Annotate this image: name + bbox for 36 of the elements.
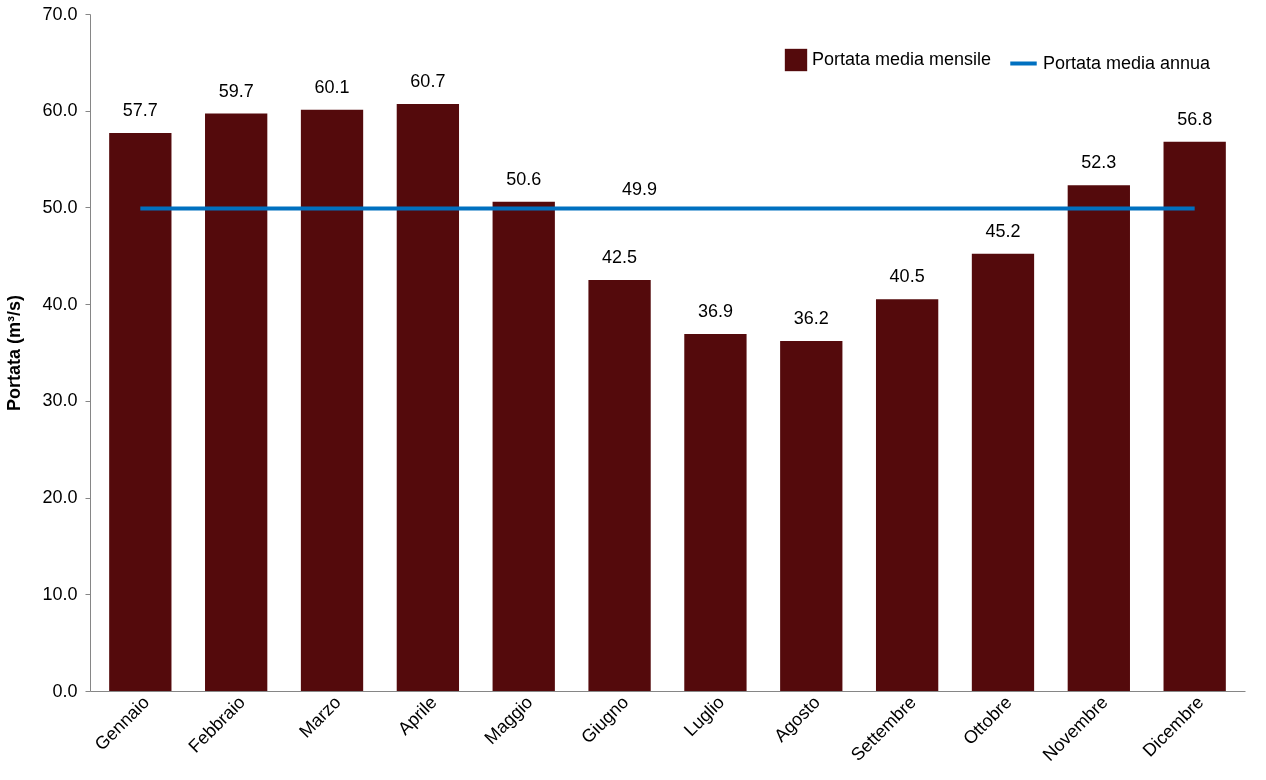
bar xyxy=(205,113,268,691)
bar xyxy=(588,279,651,691)
data-label: 52.3 xyxy=(1081,152,1117,173)
legend-label: Portata media mensile xyxy=(812,49,992,69)
bar xyxy=(109,132,172,691)
bar xyxy=(1067,185,1130,691)
y-tick-label: 0.0 xyxy=(52,680,78,701)
y-tick-label: 40.0 xyxy=(42,293,78,314)
bar xyxy=(300,109,364,691)
data-label: 56.8 xyxy=(1177,108,1213,129)
data-label: 36.9 xyxy=(697,301,733,322)
bar xyxy=(780,340,843,691)
data-label: 36.2 xyxy=(793,307,829,328)
bar xyxy=(684,334,747,691)
data-label: 60.7 xyxy=(410,70,446,91)
y-tick-label: 60.0 xyxy=(42,100,78,121)
bar xyxy=(492,201,555,691)
bar xyxy=(1163,141,1226,691)
y-tick-label: 10.0 xyxy=(42,583,78,604)
y-tick-label: 20.0 xyxy=(42,487,78,508)
y-tick-label: 50.0 xyxy=(42,196,78,217)
data-label: 42.5 xyxy=(602,246,638,267)
data-label: 50.6 xyxy=(506,168,542,189)
y-axis-title: Portata (m³/s) xyxy=(4,294,25,412)
bar xyxy=(971,253,1035,691)
bar xyxy=(875,299,939,691)
y-tick-label: 70.0 xyxy=(42,3,78,24)
data-label: 60.1 xyxy=(314,76,350,97)
data-label: 40.5 xyxy=(889,266,925,287)
data-label: 59.7 xyxy=(218,80,254,101)
data-label: 49.9 xyxy=(622,179,658,200)
bar xyxy=(396,103,460,691)
data-label: 57.7 xyxy=(122,99,158,120)
legend-label: Portata media annua xyxy=(1043,52,1212,73)
y-tick-label: 30.0 xyxy=(42,390,78,411)
data-label: 45.2 xyxy=(985,220,1021,241)
